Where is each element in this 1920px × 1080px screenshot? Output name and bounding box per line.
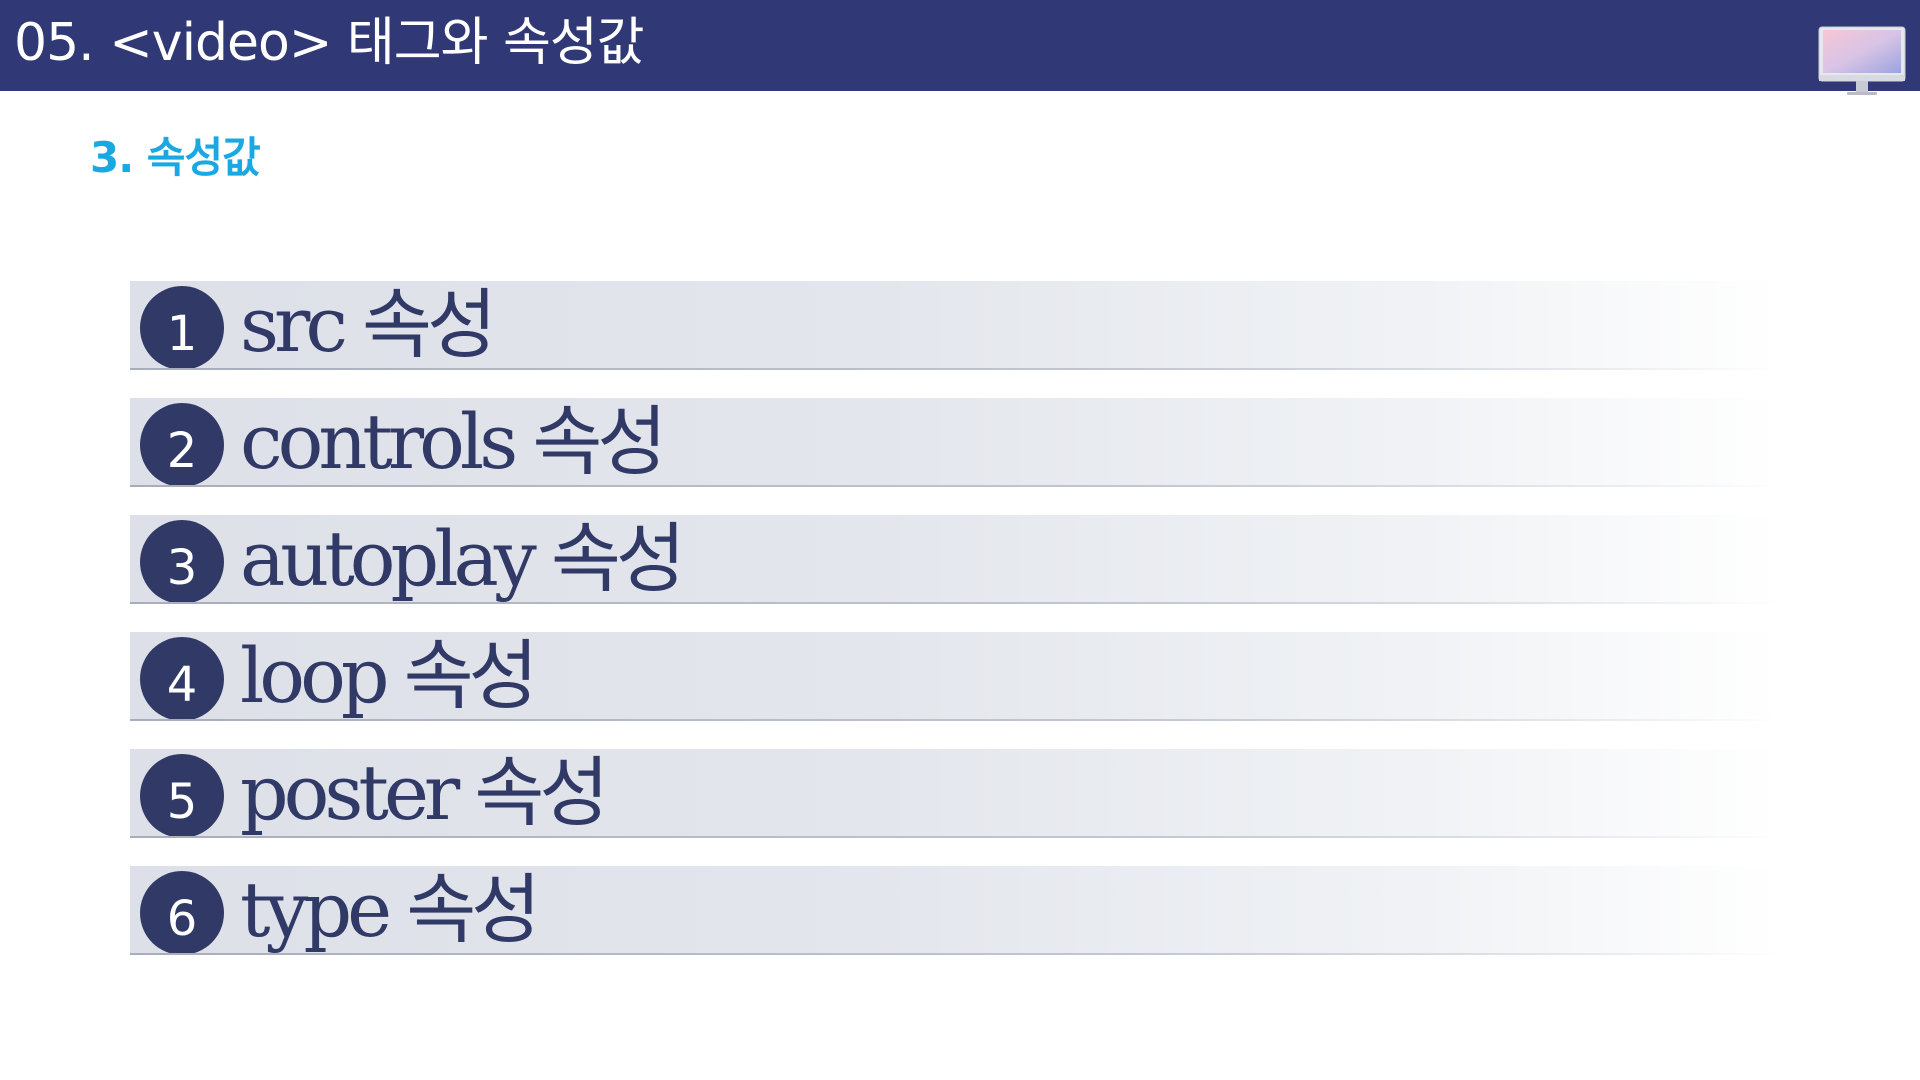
list-item: 3 autoplay 속성 bbox=[130, 514, 1780, 604]
list-item: 4 loop 속성 bbox=[130, 631, 1780, 721]
list-item: 1 src 속성 bbox=[130, 280, 1780, 370]
attribute-list: 1 src 속성 2 controls 속성 3 autoplay 속성 4 l… bbox=[130, 280, 1780, 983]
section-heading: 3. 속성값 bbox=[90, 133, 261, 182]
monitor-icon bbox=[1818, 26, 1908, 100]
item-label: autoplay 속성 bbox=[240, 514, 686, 603]
item-number-badge: 3 bbox=[140, 520, 224, 604]
list-item: 5 poster 속성 bbox=[130, 748, 1780, 838]
item-number-badge: 4 bbox=[140, 637, 224, 721]
item-label: src 속성 bbox=[240, 280, 497, 369]
item-number-badge: 5 bbox=[140, 754, 224, 838]
item-number-badge: 2 bbox=[140, 403, 224, 487]
item-number-badge: 6 bbox=[140, 871, 224, 955]
page-title: 05. <video> 태그와 속성값 bbox=[14, 13, 645, 73]
item-label: loop 속성 bbox=[240, 631, 538, 720]
list-item: 6 type 속성 bbox=[130, 865, 1780, 955]
item-label: controls 속성 bbox=[240, 397, 667, 486]
item-number-badge: 1 bbox=[140, 286, 224, 370]
header-bar: 05. <video> 태그와 속성값 bbox=[0, 0, 1920, 91]
list-item: 2 controls 속성 bbox=[130, 397, 1780, 487]
item-label: poster 속성 bbox=[240, 748, 609, 837]
item-label: type 속성 bbox=[240, 865, 541, 954]
